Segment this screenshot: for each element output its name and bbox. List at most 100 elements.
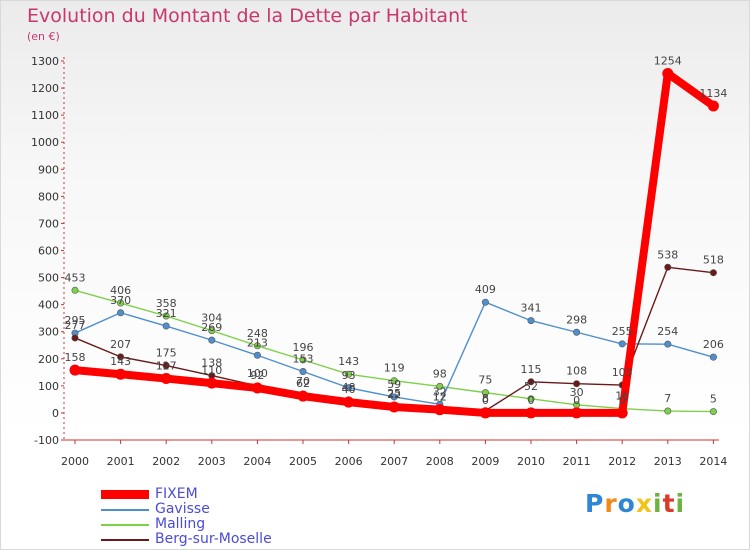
data-label-fixem: 12 xyxy=(433,391,447,404)
y-tick-label: 500 xyxy=(38,272,59,285)
data-point-gavisse xyxy=(618,340,626,348)
data-point-gavisse xyxy=(527,317,535,325)
data-point-fixem xyxy=(525,407,537,419)
data-label-malling: 358 xyxy=(156,297,177,310)
data-label-berg-sur-moselle: 70 xyxy=(296,375,310,388)
data-label-fixem: 0 xyxy=(528,394,535,407)
data-point-fixem xyxy=(662,67,674,79)
data-point-gavisse xyxy=(345,384,353,392)
y-tick-label: 0 xyxy=(52,407,59,420)
data-label-fixem: 158 xyxy=(65,351,86,364)
y-tick-label: -100 xyxy=(34,434,59,447)
data-label-berg-sur-moselle: 538 xyxy=(657,248,678,261)
data-point-gavisse xyxy=(573,328,581,336)
data-label-gavisse: 341 xyxy=(521,302,542,315)
logo-letter: P xyxy=(585,489,605,518)
data-point-fixem xyxy=(297,390,309,402)
data-point-malling xyxy=(162,312,170,320)
data-label-berg-sur-moselle: 518 xyxy=(703,254,724,267)
data-point-gavisse xyxy=(253,351,261,359)
data-point-berg-sur-moselle xyxy=(117,353,125,361)
x-tick-label: 2014 xyxy=(699,455,727,468)
data-label-malling: 143 xyxy=(338,355,359,368)
data-point-malling xyxy=(299,356,307,364)
data-label-malling: 16 xyxy=(615,390,629,403)
data-point-malling xyxy=(71,286,79,294)
data-label-malling: 406 xyxy=(110,284,131,297)
data-label-malling: 52 xyxy=(524,380,538,393)
y-tick-label: 1000 xyxy=(31,136,59,149)
legend-label-berg-sur-moselle: Berg-sur-Moselle xyxy=(155,531,272,547)
y-tick-label: 1300 xyxy=(31,55,59,68)
data-point-gavisse xyxy=(117,309,125,317)
data-label-malling: 30 xyxy=(570,386,584,399)
data-point-fixem xyxy=(479,407,491,419)
data-label-berg-sur-moselle: 100 xyxy=(247,367,268,380)
data-label-malling: 248 xyxy=(247,327,268,340)
data-label-berg-sur-moselle: 12 xyxy=(433,391,447,404)
data-label-gavisse: 93 xyxy=(342,369,356,382)
x-tick-label: 2011 xyxy=(563,455,591,468)
data-label-gavisse: 206 xyxy=(703,338,724,351)
data-label-gavisse: 254 xyxy=(657,325,678,338)
legend-swatch-berg-sur-moselle xyxy=(101,539,149,541)
data-point-gavisse xyxy=(390,393,398,401)
data-point-berg-sur-moselle xyxy=(71,334,79,342)
data-point-fixem xyxy=(616,407,628,419)
data-label-gavisse: 321 xyxy=(156,307,177,320)
data-point-berg-sur-moselle xyxy=(709,269,717,277)
data-label-fixem: 143 xyxy=(110,355,131,368)
data-label-gavisse: 32 xyxy=(433,385,447,398)
logo-letter: r xyxy=(604,489,618,518)
data-label-fixem: 1254 xyxy=(654,54,682,67)
data-label-gavisse: 298 xyxy=(566,313,587,326)
y-tick-label: 1200 xyxy=(31,82,59,95)
data-point-berg-sur-moselle xyxy=(162,362,170,370)
x-tick-label: 2000 xyxy=(61,455,89,468)
x-tick-label: 2004 xyxy=(243,455,271,468)
data-label-fixem: 110 xyxy=(201,364,222,377)
data-label-berg-sur-moselle: 138 xyxy=(201,357,222,370)
data-point-fixem xyxy=(206,377,218,389)
x-tick-label: 2003 xyxy=(198,455,226,468)
x-tick-label: 2006 xyxy=(335,455,363,468)
data-label-gavisse: 409 xyxy=(475,283,496,296)
data-label-berg-sur-moselle: 277 xyxy=(65,319,86,332)
data-point-malling xyxy=(664,407,672,415)
y-tick-label: 200 xyxy=(38,353,59,366)
logo-letter: o xyxy=(617,489,636,518)
data-label-malling: 453 xyxy=(65,271,86,284)
unit-label: (en €) xyxy=(27,30,60,43)
data-label-berg-sur-moselle: 175 xyxy=(156,347,177,360)
x-tick-label: 2001 xyxy=(107,455,135,468)
legend-swatch-malling xyxy=(101,524,149,526)
data-label-malling: 5 xyxy=(710,393,717,406)
x-tick-label: 2012 xyxy=(608,455,636,468)
data-label-fixem: 40 xyxy=(342,383,356,396)
legend-label-malling: Malling xyxy=(155,516,206,532)
y-tick-label: 900 xyxy=(38,163,59,176)
series-layer xyxy=(69,67,719,419)
data-label-berg-sur-moselle: 25 xyxy=(387,387,401,400)
data-label-fixem: 127 xyxy=(156,360,177,373)
x-tick-label: 2002 xyxy=(152,455,180,468)
data-label-malling: 98 xyxy=(433,367,447,380)
data-label-gavisse: 153 xyxy=(293,353,314,366)
data-label-gavisse: 295 xyxy=(65,314,86,327)
y-tick-label: 700 xyxy=(38,217,59,230)
data-label-fixem: 0 xyxy=(619,394,626,407)
data-point-malling xyxy=(481,389,489,397)
data-point-fixem xyxy=(343,396,355,408)
y-tick-label: 400 xyxy=(38,299,59,312)
data-point-gavisse xyxy=(481,298,489,306)
x-tick-label: 2008 xyxy=(426,455,454,468)
x-tick-label: 2007 xyxy=(380,455,408,468)
data-label-gavisse: 370 xyxy=(110,294,131,307)
data-point-malling xyxy=(436,382,444,390)
logo-letter: t xyxy=(662,489,676,518)
legend-swatch-fixem xyxy=(101,490,149,499)
x-tick-label: 2013 xyxy=(654,455,682,468)
data-label-berg-sur-moselle: 103 xyxy=(612,366,633,379)
